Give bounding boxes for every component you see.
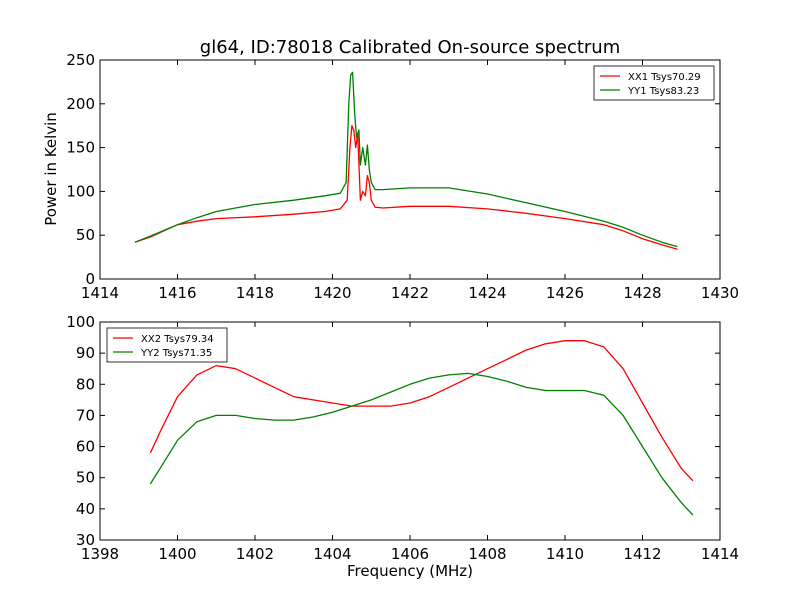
legend-box [106,327,228,363]
x-tick-label: 1414 [81,284,119,302]
legend-label: YY2 Tsys71.35 [140,348,212,359]
y-axis-label: Power in Kelvin [42,112,60,226]
y-tick-label: 40 [76,500,95,518]
x-tick-label: 1402 [236,545,274,563]
x-tick-label: 1426 [546,284,584,302]
x-tick-label: 1414 [701,545,739,563]
chart-title: gl64, ID:78018 Calibrated On-source spec… [200,37,620,58]
y-tick-label: 100 [66,182,95,200]
y-tick-label: 60 [76,438,95,456]
x-tick-label: 1406 [391,545,429,563]
legend-label: XX1 Tsys70.29 [628,72,701,83]
x-tick-label: 1422 [391,284,429,302]
x-axis-label: Frequency (MHz) [347,562,473,580]
series-line-2 [149,372,694,516]
series-line-1 [134,125,678,250]
series-line-2 [134,71,678,248]
y-tick-label: 100 [66,313,95,331]
x-tick-label: 1418 [236,284,274,302]
x-tick-label: 1424 [468,284,506,302]
x-tick-label: 1428 [623,284,661,302]
y-tick-label: 90 [76,344,95,362]
y-tick-label: 70 [76,406,95,424]
y-tick-label: 200 [66,95,95,113]
x-tick-label: 1412 [623,545,661,563]
legend-label: XX2 Tsys79.34 [141,334,214,345]
legend: XX2 Tsys79.34 YY2 Tsys71.35 [106,327,228,363]
y-tick-label: 150 [66,139,95,157]
y-tick-label: 50 [76,226,95,244]
x-tick-label: 1416 [158,284,196,302]
y-tick-label: 250 [66,51,95,69]
legend: XX1 Tsys70.29 YY1 Tsys83.23 [593,65,715,101]
y-tick-label: 30 [76,531,95,549]
x-tick-label: 1420 [313,284,351,302]
legend-box [593,65,715,101]
series-line-1 [149,340,694,482]
legend-label: YY1 Tsys83.23 [627,86,699,97]
top-panel: 1414 1416 1418 1420 1422 1424 1426 1428 1430 0 50 1… [66,51,739,302]
x-tick-label: 1398 [81,545,119,563]
y-tick-label: 80 [76,375,95,393]
y-tick-label: 0 [85,270,95,288]
x-tick-label: 1404 [313,545,351,563]
y-tick-label: 50 [76,469,95,487]
x-tick-label: 1408 [468,545,506,563]
x-tick-label: 1400 [158,545,196,563]
x-tick-label: 1430 [701,284,739,302]
bottom-panel: 1398 1400 1402 1404 1406 1408 1410 1412 1414 30 40… [66,313,739,563]
x-tick-label: 1410 [546,545,584,563]
